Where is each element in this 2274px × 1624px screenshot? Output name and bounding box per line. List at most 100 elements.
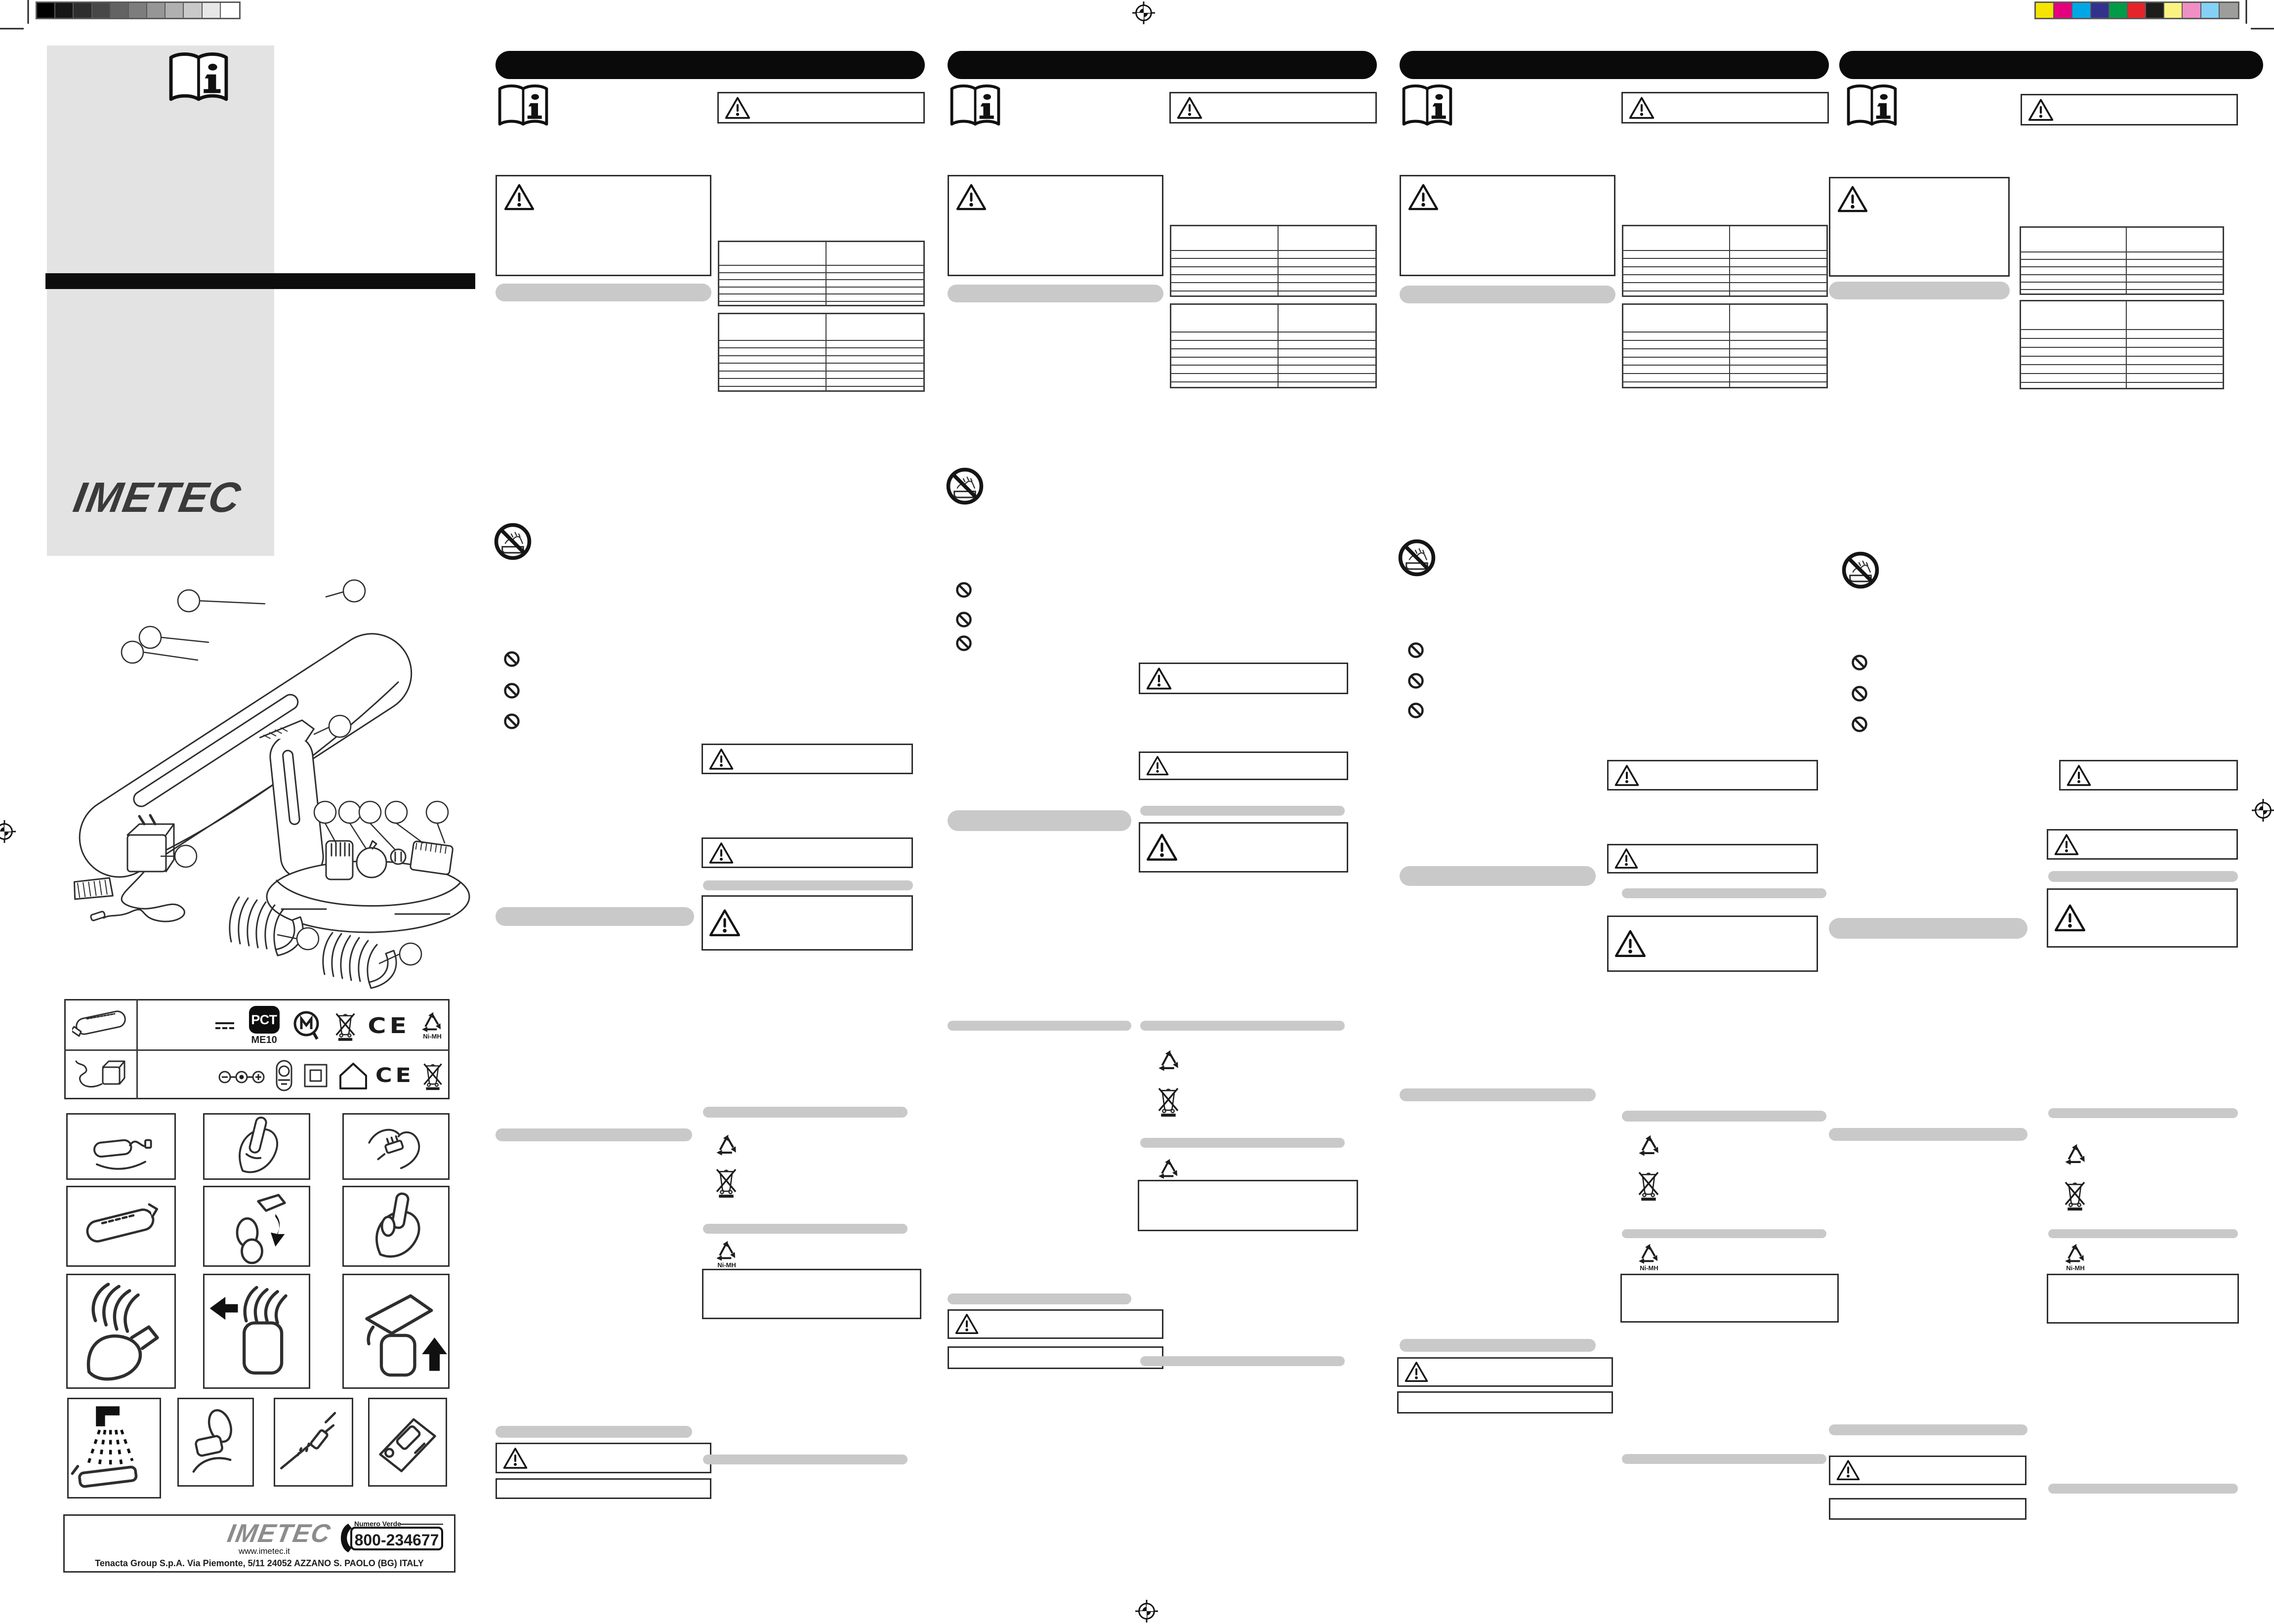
col3-table-row-line	[1623, 258, 1826, 259]
attach-comb-sketch	[86, 1283, 159, 1381]
warning-triangle-icon	[1405, 1362, 1428, 1382]
pct-mark: РСТ ME10	[248, 1005, 280, 1046]
recycle-icon	[422, 1012, 441, 1032]
registration-mark	[2252, 799, 2274, 822]
instruction-step-click-head	[342, 1274, 450, 1389]
symbols-row1-icons: РСТ ME10 CE Ni-MH	[170, 1005, 445, 1046]
col4-section-heading-bar	[1829, 1424, 2027, 1435]
calibration-swatch	[202, 3, 221, 18]
symbols-table-col-divider	[136, 999, 138, 1099]
crop-mark-top-right	[2245, 0, 2274, 30]
clipper-thumbnail	[72, 1008, 129, 1042]
col3-section-heading-bar	[1400, 1339, 1596, 1352]
warning-triangle-icon	[709, 748, 734, 770]
col3-header-bar	[1400, 51, 1829, 79]
col4-warning-box	[1829, 1456, 2026, 1485]
col4-warning-box	[2047, 829, 2238, 860]
registration-mark	[0, 820, 16, 843]
col3-table-row-line	[1623, 381, 1826, 383]
warning-triangle-icon	[2054, 904, 2086, 932]
symbols-row2-icons: CE	[170, 1056, 445, 1095]
col2-spec-table	[1170, 303, 1377, 388]
read-manual-book-icon	[498, 84, 548, 126]
col4-section-heading-bar	[2048, 1108, 2238, 1118]
col1-table-row-line	[719, 378, 923, 379]
prohibition-icon	[956, 635, 972, 651]
thumb-slide-sketch	[192, 1409, 232, 1473]
prohibition-icon	[956, 612, 972, 627]
charge-clipper-sketch	[93, 1139, 152, 1170]
warning-triangle-icon	[955, 1314, 979, 1334]
class-ii-symbol	[304, 1064, 328, 1087]
recycle-icon	[716, 1134, 736, 1156]
col1-prohibition-icon	[503, 682, 521, 700]
col4-table-row-line	[2021, 274, 2223, 275]
col1-warning-box	[702, 895, 913, 951]
instruction-step-blade-in-cradle	[368, 1398, 447, 1487]
col1-table-row-line	[719, 385, 923, 387]
col4-section-heading-bar	[2048, 1484, 2238, 1494]
prohibition-icon	[1408, 673, 1424, 689]
col4-spec-table	[2020, 300, 2224, 389]
col3-table-row-line	[1623, 373, 1826, 375]
col4-section-heading-bar	[2048, 871, 2238, 882]
registration-mark	[1132, 1, 1155, 24]
col3-prohibition-icon	[1407, 641, 1425, 659]
col1-table-header-line	[719, 340, 923, 341]
cover-brand-logo: IMETEC	[70, 474, 245, 521]
warning-triangle-icon	[2028, 98, 2054, 121]
col2-warning-box	[1139, 751, 1348, 780]
col1-prohibition-icon	[503, 712, 521, 730]
col3-table-header-line	[1623, 332, 1826, 333]
col3-warning-box	[1397, 1357, 1613, 1387]
col2-table-header-line	[1171, 332, 1375, 333]
phone-label: Numero Verde	[354, 1520, 401, 1528]
col2-section-heading-bar	[1140, 806, 1345, 816]
recycle-icon	[716, 1241, 736, 1261]
instruction-step-thumb-slide	[177, 1398, 254, 1487]
col4-recycle-icon	[2063, 1143, 2089, 1166]
no-washing-icon	[946, 467, 984, 505]
col2-note-box	[948, 1346, 1163, 1369]
ce-mark: CE	[375, 1064, 415, 1087]
col2-prohibition-icon	[955, 581, 973, 599]
col2-section-heading-bar	[948, 810, 1131, 831]
col4-table-row-line	[2021, 281, 2223, 283]
col3-table-row-line	[1623, 274, 1826, 275]
col1-recycle-icon	[714, 1134, 740, 1157]
col4-section-heading-bar	[1829, 1128, 2027, 1141]
prohibition-icon	[1852, 686, 1867, 702]
col3-table-row-line	[1623, 356, 1826, 358]
col4-warning-box	[2047, 888, 2238, 948]
col4-table-row-line	[2021, 355, 2223, 357]
footer-address: Tenacta Group S.p.A. Via Piemonte, 5/11 …	[95, 1558, 424, 1568]
calibration-swatch	[220, 3, 239, 18]
prohibition-icon	[1408, 642, 1424, 658]
col4-table-row-line	[2021, 382, 2223, 383]
no-washing-icon	[1842, 551, 1879, 589]
col4-table-row-line	[2021, 289, 2223, 290]
col3-prohibition-icon	[1407, 672, 1425, 690]
col3-section-heading-bar	[1622, 1454, 1826, 1464]
col2-section-heading-bar	[1140, 1138, 1345, 1148]
prohibition-icon	[504, 713, 520, 729]
col1-table-row-line	[719, 370, 923, 372]
warning-triangle-icon	[1146, 756, 1169, 776]
col3-warning-box	[1607, 844, 1818, 874]
calibration-swatch	[2072, 3, 2091, 18]
recycle-icon	[2065, 1244, 2084, 1264]
recycle-icon	[1158, 1050, 1178, 1071]
col4-battery-recycle: Ni-MH	[2063, 1243, 2088, 1273]
calibration-swatch	[184, 3, 203, 18]
col2-warning-box	[948, 1309, 1163, 1339]
recycle-icon	[1158, 1159, 1178, 1179]
col4-attention-box	[1829, 177, 2010, 277]
col2-table-row-line	[1171, 258, 1375, 259]
col1-no-washing-icon	[494, 523, 532, 560]
col4-warning-box	[2021, 94, 2238, 125]
col4-prohibition-icon	[1851, 685, 1868, 703]
col2-table-row-line	[1171, 381, 1375, 383]
col1-battery-recycle: Ni-MH	[714, 1240, 739, 1270]
calibration-swatch	[2036, 3, 2055, 18]
